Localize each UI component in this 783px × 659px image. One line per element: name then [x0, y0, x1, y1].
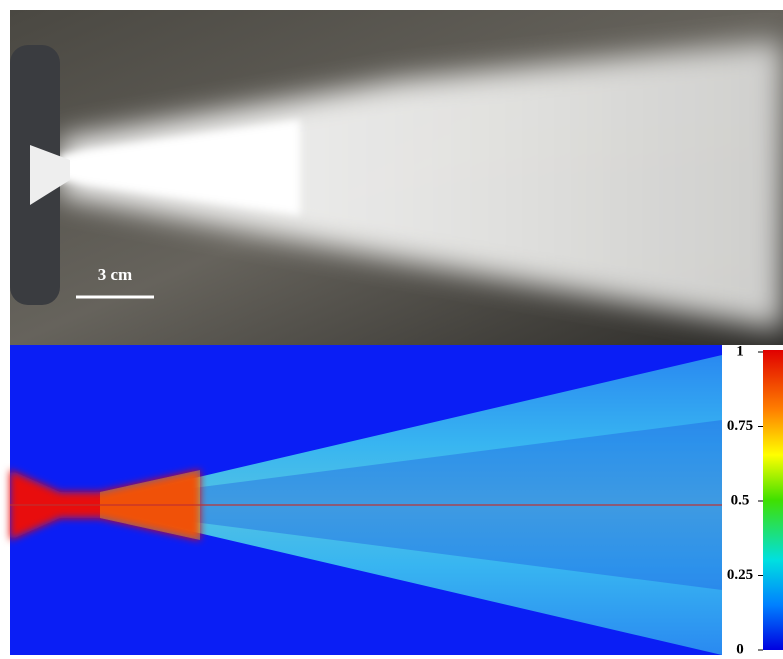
- figure: 3 cm 1 0.75 0.5 0.25 0: [0, 0, 783, 659]
- colorbar: [763, 350, 783, 650]
- colorbar-tick-label: 0.5: [731, 492, 750, 508]
- colorbar-tick-label: 0.75: [727, 418, 753, 434]
- photo-panel: 3 cm: [10, 10, 783, 345]
- scale-bar-label: 3 cm: [98, 265, 132, 284]
- colorbar-tick-label: 0.25: [727, 567, 753, 583]
- simulation-panel: [10, 345, 783, 659]
- colorbar-tick-label: 1: [736, 343, 744, 359]
- colorbar-tick-label: 0: [736, 641, 744, 657]
